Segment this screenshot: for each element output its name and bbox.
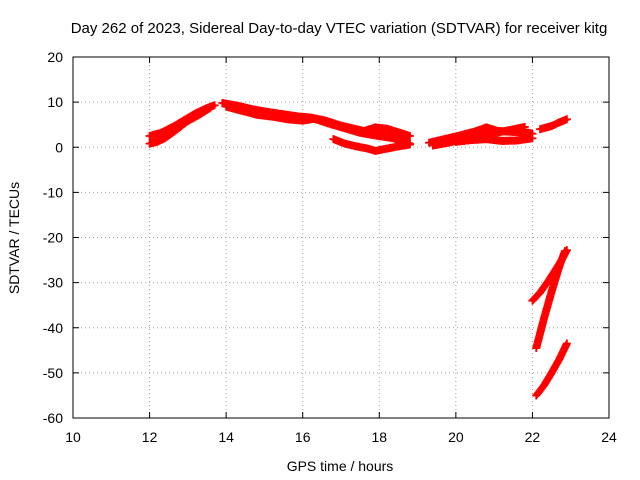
series-arc-12	[532, 247, 569, 353]
grid	[73, 57, 609, 418]
x-tick-label: 20	[448, 429, 464, 445]
series-arc-6	[329, 135, 414, 155]
x-tick-label: 24	[601, 429, 617, 445]
chart-title: Day 262 of 2023, Sidereal Day-to-day VTE…	[71, 20, 608, 37]
x-tick-label: 10	[65, 429, 81, 445]
x-tick-label: 16	[295, 429, 311, 445]
x-tick-label: 18	[371, 429, 387, 445]
y-tick-label: -60	[43, 410, 63, 426]
y-tick-label: 10	[47, 94, 63, 110]
y-tick-label: -50	[43, 365, 63, 381]
x-axis-label: GPS time / hours	[287, 458, 394, 474]
series-arc-5	[359, 123, 414, 140]
y-tick-label: 0	[55, 139, 63, 155]
axis-ticks: 10 12 14 16 18 20 22 24 20 10 0 -10 -20 -30 -40 -50 -60	[43, 49, 617, 445]
y-axis-label: SDTVAR / TECUs	[6, 182, 22, 294]
series-arc-10	[536, 115, 571, 134]
x-tick-label: 12	[142, 429, 158, 445]
x-tick-label: 14	[218, 429, 234, 445]
series-arc-13	[532, 339, 571, 400]
series-arc-2	[145, 103, 215, 148]
y-tick-label: -40	[43, 320, 63, 336]
y-tick-label: 20	[47, 49, 63, 65]
y-tick-label: -30	[43, 275, 63, 291]
y-tick-label: -20	[43, 230, 63, 246]
x-tick-label: 22	[525, 429, 541, 445]
data-markers	[145, 99, 571, 400]
y-tick-label: -10	[43, 184, 63, 200]
series-arc-9	[451, 134, 537, 146]
series-arc-4	[222, 102, 411, 145]
